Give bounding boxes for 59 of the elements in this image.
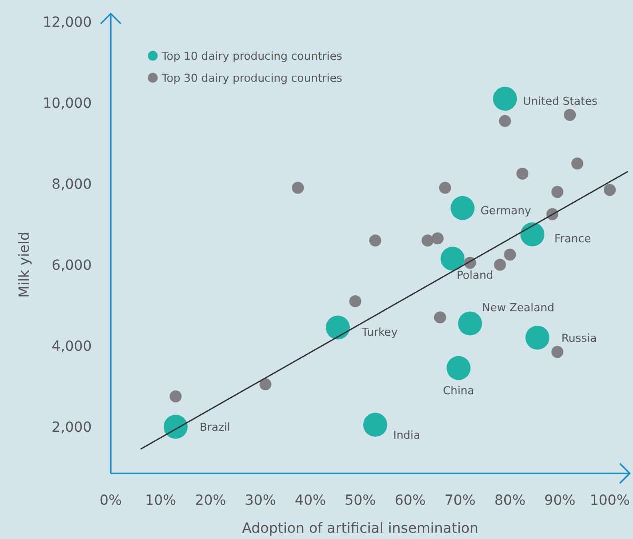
annotation: Turkey: [361, 326, 398, 339]
annotation: France: [554, 232, 592, 246]
point: [552, 346, 564, 358]
x-tick-label: 70%: [444, 493, 476, 509]
y-tick-label: 12,000: [43, 15, 92, 31]
x-tick-label: 80%: [494, 493, 526, 509]
point: [363, 412, 388, 437]
x-tick-label: 10%: [145, 493, 176, 509]
x-tick-label: 100%: [590, 493, 630, 509]
point: [504, 248, 516, 261]
point: [350, 295, 362, 308]
point: [440, 246, 465, 271]
annotation: New Zealand: [482, 302, 555, 315]
point: [564, 109, 576, 122]
point: [458, 312, 482, 336]
y-tick-label: 2,000: [52, 420, 92, 436]
point: [450, 196, 475, 220]
point: [164, 415, 188, 439]
annotation: Germany: [480, 204, 532, 218]
point: [326, 316, 350, 340]
legend-label: Top 30 dairy producing countries: [161, 72, 343, 85]
legend-label: Top 10 dairy producing countries: [161, 50, 343, 63]
point: [499, 115, 512, 128]
point: [520, 222, 545, 247]
point: [446, 356, 471, 380]
point: [292, 182, 304, 194]
x-tick-label: 60%: [394, 493, 426, 509]
point: [572, 158, 584, 170]
x-tick-label: 50%: [344, 493, 376, 509]
point: [432, 232, 444, 245]
point: [526, 326, 550, 350]
x-axis-title: Adoption of artificial insemination: [242, 521, 479, 537]
y-axis-title: Milk yield: [17, 232, 33, 298]
y-tick-label: 4,000: [52, 339, 92, 355]
point: [516, 168, 529, 180]
point: [170, 390, 182, 403]
point: [552, 186, 564, 198]
point: [493, 86, 518, 111]
annotation: Poland: [456, 268, 494, 282]
x-tick-label: 40%: [295, 493, 326, 509]
annotation: India: [393, 428, 420, 442]
point: [260, 378, 272, 390]
point: [604, 184, 616, 196]
x-tick-label: 20%: [195, 493, 226, 509]
point: [494, 259, 506, 271]
point: [369, 234, 382, 247]
annotation: China: [443, 384, 475, 398]
x-tick-label: 90%: [544, 493, 576, 509]
annotation: United States: [523, 94, 598, 108]
x-tick-label: 30%: [245, 493, 276, 509]
annotation: Russia: [562, 332, 598, 345]
annotation: Brazil: [200, 421, 231, 434]
y-tick-label: 6,000: [52, 258, 92, 274]
y-tick-label: 8,000: [52, 177, 92, 193]
y-tick-label: 10,000: [43, 96, 92, 112]
point: [439, 182, 452, 194]
point: [434, 312, 446, 324]
point: [422, 234, 434, 247]
x-tick-label: 0%: [100, 493, 122, 509]
